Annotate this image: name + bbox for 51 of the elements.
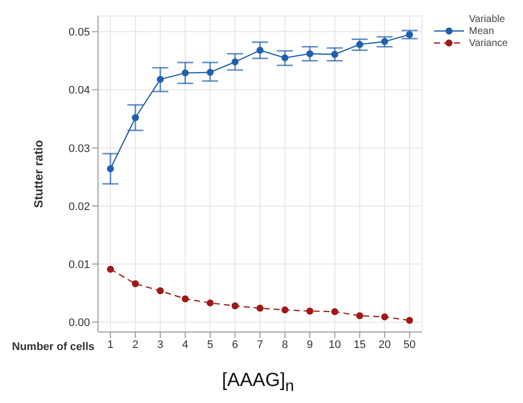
y-tick-label: 0.03	[68, 142, 90, 155]
x-tick-label: 1	[107, 338, 114, 351]
x-axis-title: Number of cells	[12, 341, 95, 353]
x-tick-label: 6	[232, 338, 238, 351]
x-tick-label: 15	[354, 338, 366, 351]
point	[132, 114, 139, 122]
point	[381, 38, 388, 46]
x-tick-label: 4	[182, 338, 188, 351]
point	[381, 313, 388, 320]
point	[156, 76, 164, 83]
point	[356, 312, 364, 320]
x-tick-label: 8	[282, 338, 288, 351]
y-tick-label: 0.02	[68, 200, 90, 213]
point	[206, 299, 214, 306]
point	[206, 68, 214, 76]
x-tick-label: 20	[378, 338, 391, 351]
point	[156, 287, 164, 294]
point	[356, 40, 364, 48]
point	[306, 308, 314, 315]
x-tick-label: 50	[403, 338, 416, 351]
x-tick-label: 3	[157, 338, 164, 351]
point	[406, 31, 414, 38]
point	[232, 302, 239, 310]
point	[182, 69, 189, 76]
point	[406, 316, 414, 324]
point	[256, 46, 264, 54]
x-tick-label: 10	[328, 338, 341, 351]
point	[281, 54, 288, 62]
text: [AAAG]$_{n}$	[220, 370, 296, 396]
point	[182, 295, 189, 302]
x-tick-label: 2	[132, 338, 138, 351]
legend-label: Mean	[469, 26, 494, 36]
point	[331, 308, 338, 316]
y-tick-label: 0.01	[68, 258, 90, 271]
x-tick-label: 9	[306, 338, 313, 351]
legend-label: Variance	[469, 38, 508, 48]
point	[331, 50, 338, 58]
y-tick-label: 0.00	[68, 317, 90, 330]
point	[232, 58, 239, 66]
point	[256, 304, 264, 312]
x-tick-label: 5	[207, 338, 214, 351]
point	[106, 165, 114, 172]
point	[106, 266, 114, 273]
legend-title: Variable	[468, 14, 506, 25]
y-tick-label: 0.05	[68, 26, 90, 39]
point	[281, 306, 288, 314]
point	[306, 50, 314, 58]
y-tick-label: 0.04	[68, 84, 90, 97]
x-tick-label: 7	[256, 338, 264, 351]
point	[132, 280, 139, 288]
y-axis-title: Stutter ratio	[31, 140, 46, 208]
